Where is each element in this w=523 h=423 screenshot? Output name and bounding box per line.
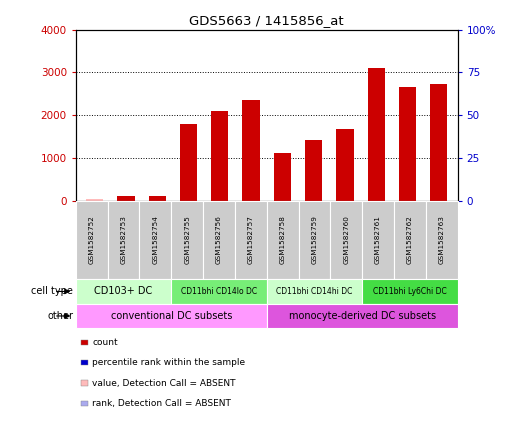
Bar xyxy=(243,100,260,201)
Bar xyxy=(274,153,291,201)
Text: GSM1582754: GSM1582754 xyxy=(152,216,158,264)
Bar xyxy=(430,85,448,201)
Text: CD103+ DC: CD103+ DC xyxy=(95,286,153,297)
Text: CD11bhi CD14hi DC: CD11bhi CD14hi DC xyxy=(276,287,353,296)
Bar xyxy=(149,196,166,201)
Text: GSM1582757: GSM1582757 xyxy=(248,216,254,264)
Text: GSM1582756: GSM1582756 xyxy=(216,216,222,264)
Bar xyxy=(180,124,197,201)
Text: CD11bhi CD14lo DC: CD11bhi CD14lo DC xyxy=(181,287,257,296)
Bar xyxy=(399,87,416,201)
Bar xyxy=(86,199,103,201)
Text: GSM1582755: GSM1582755 xyxy=(184,216,190,264)
Text: monocyte-derived DC subsets: monocyte-derived DC subsets xyxy=(289,311,436,321)
Text: GSM1582759: GSM1582759 xyxy=(312,216,317,264)
Text: GSM1582761: GSM1582761 xyxy=(375,216,381,264)
Text: GSM1582763: GSM1582763 xyxy=(439,216,445,264)
Text: GSM1582753: GSM1582753 xyxy=(121,216,127,264)
Text: GSM1582762: GSM1582762 xyxy=(407,216,413,264)
Text: other: other xyxy=(47,311,73,321)
Text: rank, Detection Call = ABSENT: rank, Detection Call = ABSENT xyxy=(92,399,231,408)
Title: GDS5663 / 1415856_at: GDS5663 / 1415856_at xyxy=(189,14,344,27)
Text: cell type: cell type xyxy=(31,286,73,297)
Text: GSM1582760: GSM1582760 xyxy=(343,216,349,264)
Text: count: count xyxy=(92,338,118,347)
Bar xyxy=(211,111,229,201)
Text: CD11bhi Ly6Chi DC: CD11bhi Ly6Chi DC xyxy=(373,287,447,296)
Text: percentile rank within the sample: percentile rank within the sample xyxy=(92,358,245,367)
Bar xyxy=(305,140,322,201)
Bar xyxy=(368,68,385,201)
Text: GSM1582758: GSM1582758 xyxy=(280,216,286,264)
Bar xyxy=(336,129,354,201)
Text: value, Detection Call = ABSENT: value, Detection Call = ABSENT xyxy=(92,379,235,387)
Text: GSM1582752: GSM1582752 xyxy=(89,216,95,264)
Bar xyxy=(117,196,134,201)
Text: conventional DC subsets: conventional DC subsets xyxy=(110,311,232,321)
